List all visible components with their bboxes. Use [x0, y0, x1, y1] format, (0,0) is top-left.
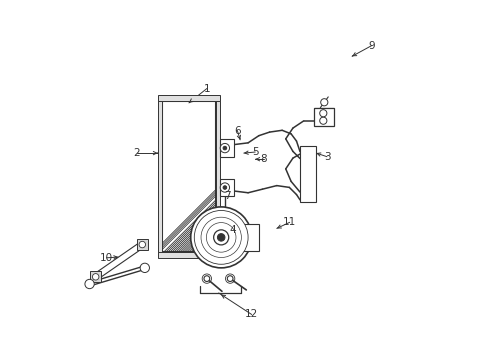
Text: 1: 1 [203, 84, 210, 94]
Circle shape [220, 143, 229, 153]
Circle shape [320, 99, 327, 106]
Bar [158, 95, 220, 101]
Bar [90, 271, 101, 282]
Circle shape [201, 217, 241, 257]
Bar [231, 224, 258, 251]
Circle shape [203, 276, 209, 282]
Bar [300, 147, 316, 202]
Circle shape [92, 274, 99, 280]
Polygon shape [94, 242, 144, 279]
Circle shape [139, 241, 145, 248]
Text: 12: 12 [244, 310, 258, 319]
Circle shape [223, 146, 226, 150]
Circle shape [213, 230, 228, 245]
Circle shape [217, 234, 224, 241]
Bar [162, 101, 215, 252]
Circle shape [140, 263, 149, 273]
Text: 11: 11 [283, 217, 296, 227]
Text: 2: 2 [133, 148, 140, 158]
Bar [137, 239, 147, 250]
Circle shape [227, 276, 233, 282]
Circle shape [220, 183, 229, 192]
Circle shape [85, 279, 94, 289]
Circle shape [206, 222, 236, 252]
Circle shape [223, 186, 226, 189]
Bar [215, 101, 220, 252]
Circle shape [194, 211, 247, 264]
Bar [158, 101, 162, 252]
Bar [314, 108, 333, 126]
Text: 8: 8 [260, 154, 266, 164]
Circle shape [319, 117, 326, 124]
Bar [220, 179, 233, 196]
Text: 3: 3 [323, 152, 329, 162]
Circle shape [190, 207, 251, 268]
Bar [220, 139, 233, 157]
Text: 9: 9 [368, 41, 374, 50]
Bar [158, 252, 220, 258]
Circle shape [319, 110, 326, 117]
Text: 4: 4 [229, 225, 236, 235]
Text: 5: 5 [251, 147, 258, 157]
Text: 7: 7 [224, 191, 230, 201]
Text: 10: 10 [100, 253, 113, 263]
Text: 6: 6 [234, 126, 240, 135]
